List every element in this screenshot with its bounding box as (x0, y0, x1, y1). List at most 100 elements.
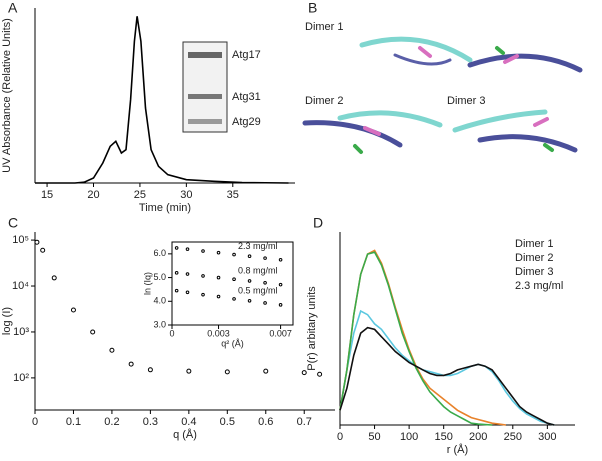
y-tick-label: 10⁵ (12, 234, 29, 246)
data-point (174, 271, 179, 275)
chart: D 0 50 100 150 200 250 300 r (Å) P(r) arbitary un… (306, 215, 575, 456)
legend-label: 2.3 mg/ml (515, 280, 563, 292)
data-point (174, 246, 179, 250)
x-tick-label: 35 (227, 189, 239, 201)
structure-panel: B Dimer 1 Dimer 2 Dimer 3 (302, 0, 583, 154)
data-point (263, 301, 267, 305)
y-axis-label: P(r) arbitary units (306, 286, 318, 371)
x-tick-label: 0.1 (66, 416, 81, 428)
gel-band (188, 52, 222, 58)
data-point (201, 274, 205, 278)
ribbon (337, 110, 443, 128)
data-point (185, 272, 190, 276)
y-tick-label: 10⁴ (12, 280, 29, 292)
legend-label: Dimer 1 (515, 238, 554, 250)
x-axis-label: q (Å) (173, 428, 197, 441)
y-tick-label: 4.0 (153, 296, 166, 306)
series-line (339, 251, 493, 426)
y-axis-label: ln (Iq) (142, 272, 152, 295)
data-point (185, 290, 190, 295)
gel-band (188, 94, 222, 99)
x-tick-label: 50 (368, 431, 380, 443)
gel (182, 41, 228, 133)
panel-letter: C (8, 215, 18, 231)
data-point (90, 329, 96, 335)
data-point (109, 347, 115, 353)
data-point (317, 371, 323, 377)
x-tick-label: 250 (504, 431, 522, 443)
series-line (339, 326, 555, 426)
x-tick-label: 150 (434, 431, 452, 443)
x-tick-label: 0.007 (269, 328, 292, 338)
data-point (34, 239, 40, 245)
y-axis-label: log (I) (1, 307, 13, 335)
data-point (51, 275, 57, 281)
gel-band (188, 119, 222, 124)
data-point (216, 275, 221, 280)
series-line (339, 309, 555, 426)
ribbon (543, 143, 554, 152)
panel-letter: D (313, 215, 323, 231)
data-point (263, 256, 267, 260)
data-point (174, 288, 179, 293)
y-tick-label: 10³ (13, 326, 29, 338)
y-axis-label: UV Absorbance (Relative Units) (1, 18, 13, 173)
x-tick-label: 0.4 (181, 416, 196, 428)
panel-letter: B (308, 0, 317, 16)
series-line (339, 249, 507, 426)
series-line (35, 16, 289, 184)
panel-letter: A (8, 0, 18, 16)
series-label: 0.5 mg/ml (238, 285, 278, 295)
caption: Dimer 2 (305, 95, 344, 107)
data-point (186, 368, 192, 374)
gel-label: Atg31 (232, 91, 261, 103)
x-tick-label: 100 (400, 431, 418, 443)
chart: A 15 20 25 30 35 Time (min) UV Absorbance (Rela… (1, 0, 295, 214)
ribbon (452, 109, 548, 133)
data-point (247, 254, 252, 259)
data-point (70, 307, 76, 313)
data-point (232, 252, 236, 257)
ribbon (363, 126, 381, 136)
x-tick-label: 0.3 (143, 416, 158, 428)
legend-label: Dimer 3 (515, 266, 554, 278)
x-tick-label: 0 (32, 416, 38, 428)
ribbon (418, 46, 432, 58)
x-tick-label: 0.5 (220, 416, 235, 428)
y-tick-label: 6.0 (153, 248, 166, 258)
y-tick-label: 5.0 (153, 272, 166, 282)
data-point (247, 299, 252, 303)
legend-label: Dimer 2 (515, 252, 554, 264)
y-tick-label: 10² (13, 372, 29, 384)
ribbon (503, 54, 519, 64)
x-tick-label: 25 (134, 189, 146, 201)
x-axis-label: Time (min) (139, 202, 191, 214)
ribbon (467, 53, 583, 73)
plot-frame (171, 241, 294, 326)
series-label: 2.3 mg/ml (238, 241, 278, 251)
ribbons (302, 36, 583, 154)
chart: C 0 0.1 0.2 0.3 0.4 0.5 0.6 0.7 10² 10³ 10⁴ 10⁵ q (Å)… (1, 215, 335, 441)
series-label: 0.8 mg/ml (238, 266, 278, 276)
gel-label: Atg29 (232, 116, 261, 128)
data-point (301, 370, 307, 376)
x-axis-label: r (Å) (447, 443, 468, 456)
data-point (247, 279, 252, 283)
caption: Dimer 3 (447, 95, 486, 107)
x-tick-label: 30 (180, 189, 192, 201)
y-tick-label: 3.0 (153, 319, 166, 329)
data-point (278, 303, 283, 307)
data-point (263, 368, 269, 374)
x-tick-label: 20 (87, 189, 99, 201)
data-point (147, 367, 153, 373)
ribbon (359, 36, 473, 63)
ribbon (477, 134, 578, 153)
ribbon (353, 144, 363, 154)
x-tick-label: 200 (469, 431, 487, 443)
x-tick-label: 0.2 (104, 416, 119, 428)
data-point (224, 369, 230, 375)
x-tick-label: 0.6 (258, 416, 273, 428)
data-point (201, 249, 205, 253)
x-axis-label: q² (Å) (221, 338, 244, 348)
